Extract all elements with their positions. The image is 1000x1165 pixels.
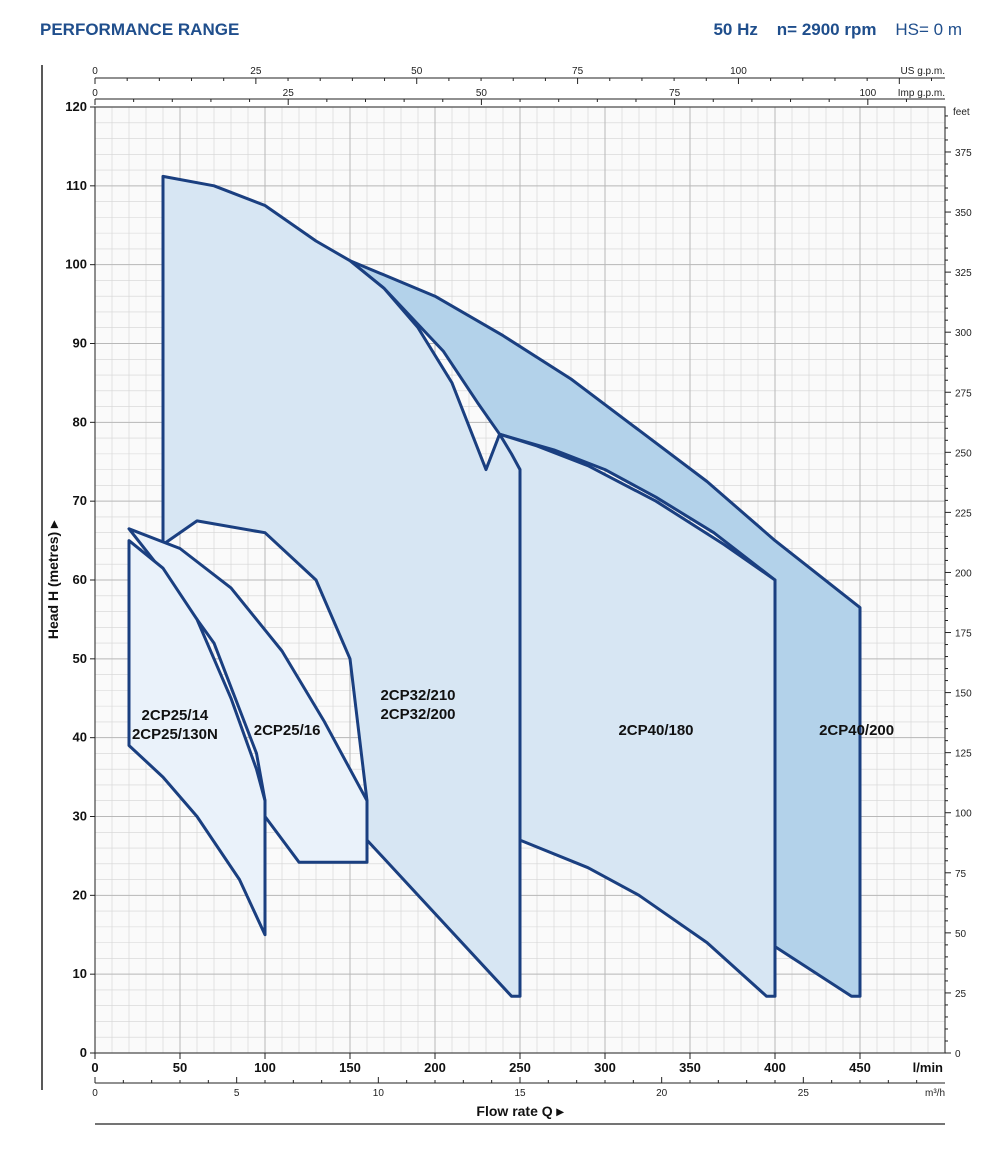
y-tick-label: 50 — [73, 651, 87, 666]
feet-tick-label: 0 — [955, 1049, 961, 1060]
feet-tick-label: 100 — [955, 809, 972, 820]
suction-head-label: HS= 0 m — [895, 20, 962, 39]
y-tick-label: 0 — [80, 1045, 87, 1060]
x-tick-label: 50 — [173, 1060, 187, 1075]
feet-tick-label: 375 — [955, 148, 972, 159]
feet-tick-label: 225 — [955, 508, 972, 519]
series-labels: 2CP40/200 2CP40/180 2CP32/210 2CP32/200 2CP2… — [132, 687, 894, 743]
series-label: 2CP32/200 — [380, 706, 455, 723]
feet-tick-label: 325 — [955, 268, 972, 279]
feet-tick-label: 25 — [955, 989, 967, 1000]
feet-tick-label: 275 — [955, 388, 972, 399]
series-area-2cp25-16 — [127, 527, 369, 864]
x-tick-label: 300 — [594, 1060, 616, 1075]
x-tick-label: 350 — [679, 1060, 701, 1075]
us-gpm-tick-label: 0 — [92, 66, 98, 77]
feet-tick-label: 175 — [955, 629, 972, 640]
series-area-2cp25-14 — [127, 539, 267, 937]
x-axis-title: Flow rate Q ▸ — [476, 1103, 564, 1119]
x-tick-label: 100 — [254, 1060, 276, 1075]
feet-tick-label: 350 — [955, 208, 972, 219]
x-tick-label: 400 — [764, 1060, 786, 1075]
series-label: 2CP25/130N — [132, 726, 218, 743]
us-gpm-tick-label: 100 — [730, 66, 747, 77]
y-tick-label: 10 — [73, 966, 87, 981]
feet-tick-label: 125 — [955, 749, 972, 760]
us-gpm-tick-label: 25 — [250, 66, 262, 77]
series-label: 2CP40/180 — [618, 722, 693, 739]
feet-unit-label: feet — [953, 107, 970, 118]
series-label: 2CP25/16 — [254, 722, 321, 739]
imp-gpm-tick-label: 50 — [476, 88, 488, 99]
x-tick-label: 450 — [849, 1060, 871, 1075]
us-gpm-unit-label: US g.p.m. — [901, 66, 945, 77]
series-label: 2CP25/14 — [142, 707, 209, 724]
m3h-tick-label: 20 — [656, 1088, 668, 1099]
feet-tick-label: 75 — [955, 869, 967, 880]
y-tick-label: 90 — [73, 336, 87, 351]
y-tick-label: 20 — [73, 887, 87, 902]
series-label: 2CP40/200 — [819, 722, 894, 739]
x-tick-label: 0 — [91, 1060, 98, 1075]
series-area-2cp32-210 — [161, 174, 522, 998]
series-area-2cp40-180 — [498, 432, 777, 998]
m3h-tick-label: 15 — [514, 1088, 526, 1099]
x-tick-label: 250 — [509, 1060, 531, 1075]
x-tick-label: 200 — [424, 1060, 446, 1075]
feet-tick-label: 150 — [955, 689, 972, 700]
y-tick-label: 100 — [65, 257, 87, 272]
frequency-label: 50 Hz — [713, 20, 758, 39]
y-tick-label: 40 — [73, 730, 87, 745]
x-unit-label: l/min — [913, 1060, 943, 1075]
imp-gpm-tick-label: 0 — [92, 88, 98, 99]
y-tick-label: 80 — [73, 414, 87, 429]
y-axis-title: Head H (metres) ▸ — [45, 520, 61, 639]
imp-gpm-tick-label: 75 — [669, 88, 681, 99]
operating-conditions: 50 Hz n= 2900 rpm HS= 0 m — [713, 20, 962, 40]
series-label: 2CP32/210 — [380, 687, 455, 704]
m3h-tick-label: 10 — [373, 1088, 385, 1099]
imp-gpm-tick-label: 100 — [859, 88, 876, 99]
m3h-tick-label: 25 — [798, 1088, 810, 1099]
m3h-tick-label: 0 — [92, 1088, 98, 1099]
y-tick-label: 30 — [73, 809, 87, 824]
pump-areas — [127, 174, 862, 998]
us-gpm-tick-label: 50 — [411, 66, 423, 77]
x-tick-label: 150 — [339, 1060, 361, 1075]
y-tick-label: 70 — [73, 493, 87, 508]
imp-gpm-tick-label: 25 — [283, 88, 295, 99]
speed-label: n= 2900 rpm — [776, 20, 877, 39]
y-tick-label: 60 — [73, 572, 87, 587]
m3h-unit-label: m³/h — [925, 1088, 945, 1099]
imp-gpm-unit-label: Imp g.p.m. — [898, 88, 945, 99]
feet-tick-label: 300 — [955, 328, 972, 339]
y-tick-label: 120 — [65, 99, 87, 114]
feet-tick-label: 250 — [955, 448, 972, 459]
feet-tick-label: 200 — [955, 568, 972, 579]
chart-title: PERFORMANCE RANGE — [40, 20, 240, 39]
m3h-tick-label: 5 — [234, 1088, 240, 1099]
us-gpm-tick-label: 75 — [572, 66, 584, 77]
y-tick-label: 110 — [66, 178, 87, 193]
feet-tick-label: 50 — [955, 929, 967, 940]
